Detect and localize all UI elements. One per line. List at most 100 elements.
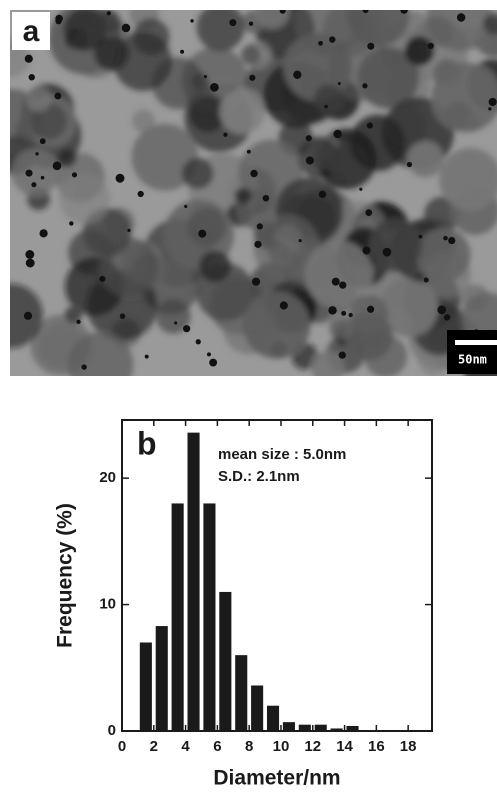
particle [240, 44, 261, 65]
particle [304, 240, 373, 309]
nanoparticle [328, 306, 337, 315]
nanoparticle [318, 40, 323, 46]
particle [407, 141, 444, 178]
nanoparticle [305, 156, 314, 165]
particle [234, 187, 252, 205]
nanoparticle [254, 240, 262, 248]
nanoparticle [362, 246, 371, 255]
particle [243, 291, 311, 359]
particle [349, 294, 389, 334]
particle [253, 214, 320, 281]
nanoparticle [305, 135, 312, 142]
nanoparticle [418, 234, 423, 239]
nanoparticle [318, 190, 327, 199]
nanoparticle [341, 310, 347, 316]
particle [59, 173, 111, 225]
nanoparticle [35, 152, 39, 156]
x-tick-label: 8 [245, 738, 253, 755]
nanoparticle [250, 169, 258, 178]
nanoparticle [119, 313, 126, 319]
particle [328, 312, 355, 339]
nanoparticle [144, 354, 149, 359]
nanoparticle [348, 312, 353, 318]
nanoparticle [25, 258, 35, 268]
nanoparticle [24, 54, 33, 63]
bar [219, 591, 232, 731]
particle [196, 10, 245, 52]
particle [11, 148, 60, 197]
nanoparticle [195, 339, 201, 345]
plot-frame [121, 419, 433, 732]
particle [189, 95, 226, 133]
nanoparticle [279, 301, 288, 310]
bar [139, 642, 152, 731]
nanoparticle [40, 175, 45, 180]
x-tick-label: 12 [304, 738, 321, 755]
particle [461, 23, 488, 50]
y-tick-label: 20 [99, 469, 116, 486]
annotation: mean size : 5.0nm [218, 446, 346, 463]
nanoparticle [427, 42, 434, 50]
particle [404, 36, 435, 66]
nanoparticle [190, 19, 194, 23]
particles [10, 10, 497, 376]
scale-bar-label: 50nm [458, 353, 487, 367]
bar [282, 722, 295, 731]
x-tick-label: 0 [118, 738, 126, 755]
nanoparticle [324, 104, 328, 109]
particle [182, 157, 214, 190]
particle [131, 123, 199, 191]
nanoparticle [25, 250, 35, 259]
y-tick-label: 0 [108, 722, 116, 739]
particle [416, 227, 471, 283]
nanoparticle [229, 19, 237, 27]
particle [439, 147, 497, 211]
particle [313, 84, 344, 115]
nanoparticle [184, 204, 188, 209]
nanoparticle [99, 275, 106, 282]
particle [113, 32, 172, 91]
nanoparticle [127, 228, 131, 232]
particle [187, 207, 227, 247]
nanoparticle [400, 10, 408, 14]
nanoparticle [329, 36, 336, 43]
x-tick-label: 16 [368, 738, 385, 755]
nanoparticle [293, 70, 302, 79]
x-tick-label: 10 [273, 738, 290, 755]
particle [96, 10, 121, 35]
nanoparticle [121, 23, 131, 33]
bar [155, 626, 168, 731]
x-tick-label: 18 [400, 738, 417, 755]
particle [64, 10, 107, 51]
nanoparticle [331, 277, 340, 286]
histogram-chart: 0 10 20 0 2 4 6 8 10 12 14 16 18 b mean size : 5.0nm S.… [54, 419, 433, 790]
nanoparticle [443, 235, 448, 241]
particle [379, 278, 439, 337]
nanoparticle [246, 149, 251, 154]
nanoparticle [339, 281, 347, 289]
nanoparticle [69, 221, 74, 226]
particle [349, 115, 405, 171]
nanoparticle [223, 132, 228, 137]
nanoparticle [71, 172, 78, 178]
nanoparticle [180, 49, 185, 54]
nanoparticle [198, 229, 207, 238]
panel-label: a [23, 15, 40, 48]
scale-bar-box [447, 330, 497, 374]
bar [235, 655, 248, 731]
particle [483, 12, 497, 35]
nanoparticle [76, 319, 81, 324]
particle [431, 62, 497, 133]
nanoparticle [488, 97, 497, 107]
particle [156, 299, 191, 334]
nanoparticle [367, 42, 375, 50]
nanoparticle [359, 187, 363, 191]
nanoparticle [54, 92, 62, 100]
nanoparticle [210, 82, 219, 92]
bar [187, 432, 200, 731]
nanoparticle [183, 325, 191, 333]
tem-image [10, 10, 497, 376]
particle [219, 88, 265, 134]
particle [294, 10, 364, 56]
